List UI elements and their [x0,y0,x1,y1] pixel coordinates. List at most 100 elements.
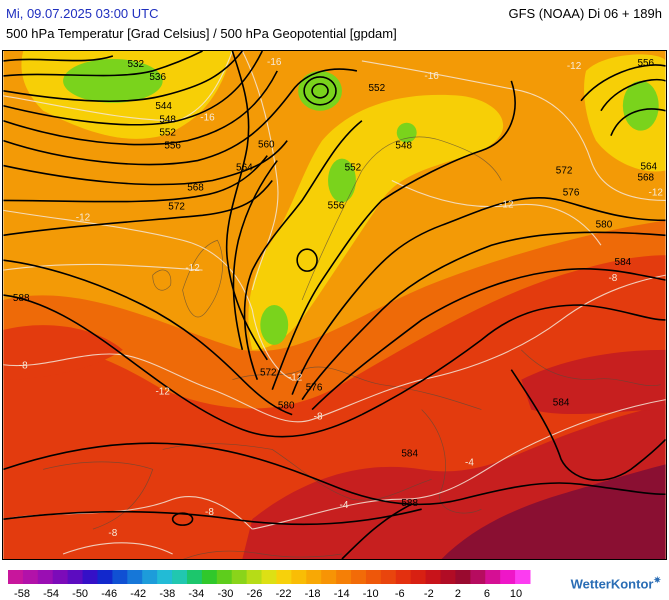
legend-swatch [276,570,292,584]
legend-swatch [485,570,501,584]
legend-swatch [425,570,442,584]
contour-label: 580 [596,219,613,230]
legend-swatch [395,570,412,584]
legend-swatch [97,570,113,584]
contour-label: 580 [278,401,295,412]
isotherm-label: -8 [108,528,117,539]
contour-label: 552 [159,128,176,139]
cold-pool [328,158,356,203]
contour-label: 588 [13,293,30,304]
isotherm-label: -8 [314,412,323,423]
legend-swatch [515,570,531,584]
isotherm-label: -12 [499,199,514,210]
isotherm-label: -16 [424,71,439,82]
legend-tick-label: -46 [101,588,117,600]
isotherm-label: -8 [608,273,617,284]
color-legend: -58 -54 -50 -46 -42 -38 -34 -30 -26 -22 -18 -14 -10-… [8,570,531,600]
contour-label: 556 [328,200,345,211]
legend-swatch [22,570,39,584]
legend-swatch [410,570,427,584]
temperature-labels: -16 -16 -12 -16 -12 -12 -12 -12 -8 -12 -… [19,57,664,539]
contour-label: 572 [260,368,277,379]
legend-swatch [306,570,322,584]
legend-swatch [8,570,24,584]
contour-label: 576 [563,187,580,198]
cold-pool [622,80,659,131]
legend-swatch [231,570,248,584]
legend-color-bar [8,570,531,584]
temp-field-cool [248,94,504,350]
legend-swatch [261,570,277,584]
contour-label: 556 [164,141,181,152]
geopotential-contours [3,51,666,559]
legend-swatch [67,570,84,584]
legend-tick-label: -34 [188,588,204,600]
brand-logo: WetterKontor✷ [571,575,661,591]
isotherm-label: -12 [288,373,303,384]
legend-swatch [336,570,352,584]
isotherm-label: -12 [567,61,582,72]
cold-pool [260,305,289,345]
contour-label: 568 [637,172,654,183]
legend-tick-label: -22 [276,588,292,600]
legend-tick-label: 2 [455,588,461,600]
contour-label: 560 [258,140,275,151]
contour-label: 572 [168,201,185,212]
legend-tick-label: -30 [217,588,233,600]
contour-label: 552 [345,163,362,174]
legend-swatch [246,570,263,584]
contour-label: 548 [395,141,412,152]
isotherm-label: -16 [267,57,282,68]
contour-label: 536 [149,72,166,83]
header: Mi, 09.07.2025 03:00 UTC GFS (NOAA) Di 0… [0,0,669,41]
legend-swatch [291,570,307,584]
contour-label: 584 [553,398,570,409]
contour-label: 552 [369,83,386,94]
legend-tick-label: -6 [395,588,405,600]
coastlines [43,136,661,559]
contour-label: 576 [306,383,323,394]
model-run: GFS (NOAA) Di 06 + 189h [508,6,662,21]
contour-label: 544 [155,101,172,112]
legend-tick-label: -14 [334,588,350,600]
legend-tick-label: -10 [363,588,379,600]
legend-swatch [455,570,471,584]
contour-label: 572 [556,166,573,177]
legend-swatch [321,570,337,584]
contour-label: 564 [236,163,253,174]
legend-tick-labels: -58 -54 -50 -46 -42 -38 -34 -30 -26 -22 -18 -14 -10-… [14,588,522,600]
legend-tick-label: -50 [72,588,88,600]
brand-name: WetterKontor [570,576,654,592]
contour-label: 568 [187,182,204,193]
legend-swatch [82,570,98,584]
isotherm-label: -16 [200,113,215,124]
contour-label: 584 [401,448,418,459]
legend-swatch [172,570,188,584]
contour-label: 564 [640,162,657,173]
legend-swatch [186,570,203,584]
isotherm-label: -12 [155,387,170,398]
brand-mark-icon: ✷ [653,575,661,585]
legend-tick-label: -26 [247,588,263,600]
legend-swatch [52,570,69,584]
contour-label: 532 [127,59,144,70]
legend-tick-label: -2 [424,588,434,600]
legend-tick-label: -54 [43,588,59,600]
weather-map: 532 536 544 548 552 556 560 564 568 572 … [2,50,667,560]
isotherm-label: -4 [340,500,349,511]
legend-swatch [365,570,382,584]
legend-tick-label: -42 [130,588,146,600]
valid-time: Mi, 09.07.2025 03:00 UTC [6,6,159,21]
legend-tick-label: 10 [510,588,522,600]
contour-label: 548 [159,115,176,126]
isotherm-label: -12 [76,212,91,223]
temp-field-red-west [3,325,123,380]
isotherm-label: -4 [465,457,474,468]
legend-swatch [37,570,54,584]
legend-tick-label: -58 [14,588,30,600]
legend-swatch [351,570,367,584]
contour-label: 588 [401,498,418,509]
isotherm-label: -12 [185,263,200,274]
isotherm-label: -12 [649,187,664,198]
isotherm-label: -8 [19,361,28,372]
